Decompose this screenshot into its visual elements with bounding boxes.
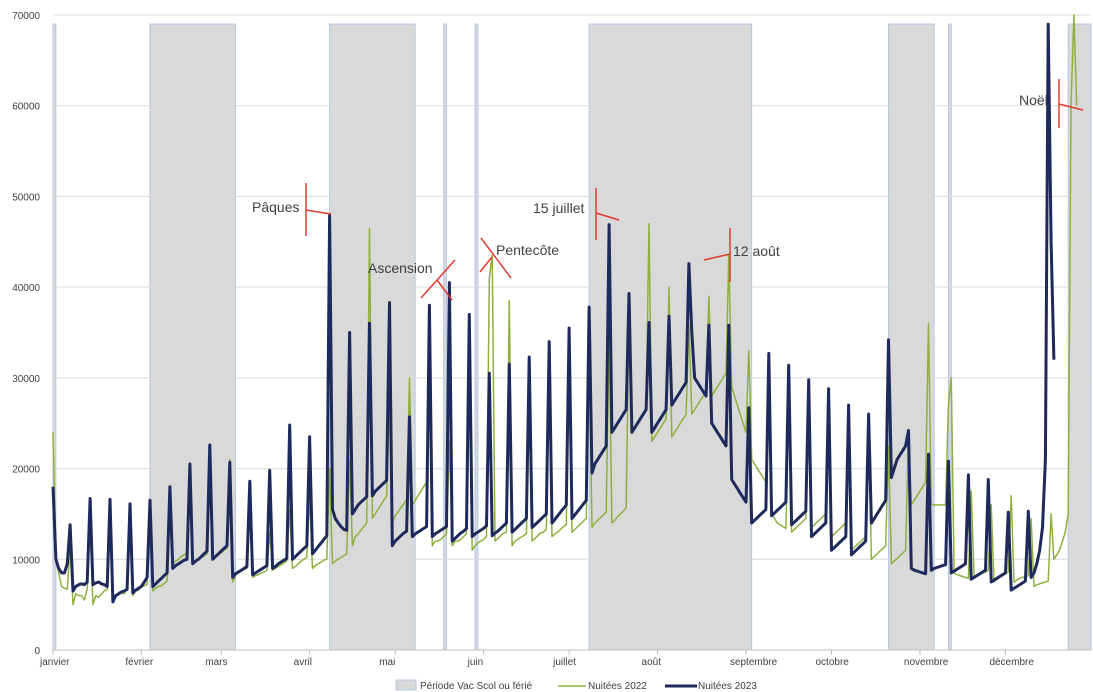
y-axis-ticks: 0 10000 20000 30000 40000 50000 60000 70000 — [12, 11, 40, 657]
holiday-band-3 — [443, 23, 448, 651]
annotation-marker-4-1 — [703, 253, 731, 261]
legend-label-2022: Nuitées 2022 — [588, 681, 647, 692]
annotation-marker-3-1 — [595, 212, 620, 221]
series-lines — [51, 14, 1078, 606]
annotation-label-2: Pentecôte — [496, 242, 559, 258]
annotation-marker-2-1 — [479, 256, 493, 273]
x-tick-label-novembre: novembre — [904, 657, 949, 668]
annotations: Pâques Ascension Pentecôte 15 juillet 12 aoû… — [252, 79, 1084, 301]
annotation-marker-1-0 — [420, 259, 456, 299]
x-tick-label-mars: mars — [205, 657, 227, 668]
x-tick-label-décembre: décembre — [989, 657, 1034, 668]
y-tick-label-60000: 60000 — [12, 102, 40, 113]
annotation-marker-2-0 — [480, 237, 512, 279]
legend: Période Vac Scol ou férié Nuitées 2022 N… — [395, 679, 757, 692]
legend-label-2023: Nuitées 2023 — [698, 681, 757, 692]
x-tick-label-octobre: octobre — [816, 657, 850, 668]
y-tick-label-0: 0 — [34, 646, 40, 657]
annotation-marker-1-1 — [436, 279, 453, 301]
y-tick-label-70000: 70000 — [12, 11, 40, 22]
holiday-periods — [52, 23, 1092, 651]
annotation-marker-5-1 — [1058, 103, 1084, 111]
y-tick-label-50000: 50000 — [12, 192, 40, 203]
x-tick-label-février: février — [125, 657, 153, 668]
y-tick-label-20000: 20000 — [12, 465, 40, 476]
annotation-label-0: Pâques — [252, 199, 299, 215]
x-tick-label-janvier: janvier — [39, 657, 70, 668]
legend-swatch-holidays — [395, 679, 417, 691]
x-tick-label-août: août — [642, 657, 662, 668]
annotation-marker-0-1 — [305, 209, 332, 215]
x-tick-label-juillet: juillet — [552, 657, 576, 668]
annotation-label-3: 15 juillet — [533, 200, 584, 216]
y-tick-label-10000: 10000 — [12, 555, 40, 566]
x-tick-label-septembre: septembre — [730, 657, 778, 668]
annotation-label-5: Noël — [1019, 92, 1048, 108]
x-tick-label-avril: avril — [294, 657, 312, 668]
x-tick-label-juin: juin — [467, 657, 484, 668]
y-tick-label-40000: 40000 — [12, 283, 40, 294]
x-axis-ticks: janvier février mars avril mai juin juillet aoû… — [39, 650, 1034, 668]
annotation-label-4: 12 août — [733, 243, 780, 259]
legend-label-holidays: Période Vac Scol ou férié — [420, 681, 533, 692]
y-tick-label-30000: 30000 — [12, 374, 40, 385]
x-tick-label-mai: mai — [379, 657, 395, 668]
holiday-band-4 — [474, 23, 479, 651]
annotation-label-1: Ascension — [368, 260, 433, 276]
series-line-1 — [51, 22, 1056, 604]
